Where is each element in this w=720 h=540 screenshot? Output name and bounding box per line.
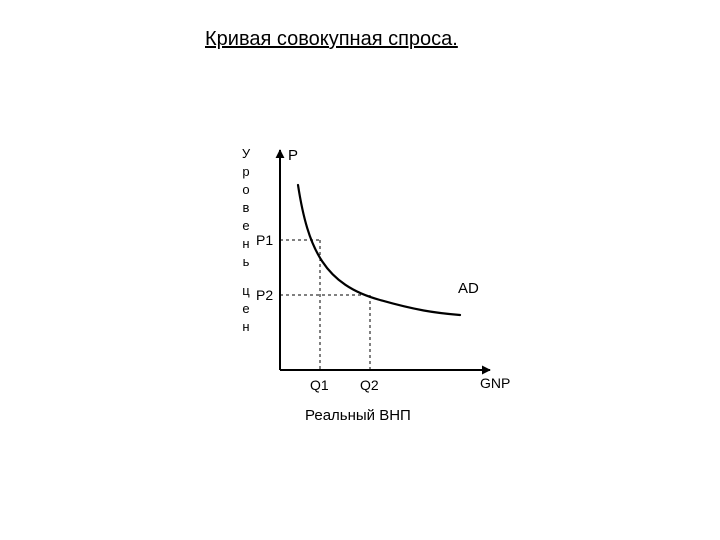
x-axis-title: Реальный ВНП bbox=[305, 407, 411, 424]
y-axis-title-char: е bbox=[242, 218, 249, 233]
curve-label-ad: AD bbox=[458, 280, 479, 297]
y-axis-title-char: У bbox=[242, 146, 251, 161]
x-axis-letter: GNP bbox=[480, 375, 510, 391]
label-q2: Q2 bbox=[360, 377, 379, 393]
y-axis-title-char: в bbox=[243, 200, 250, 215]
y-axis-letter: P bbox=[288, 147, 298, 164]
label-p2: P2 bbox=[256, 287, 273, 303]
y-axis-title-char: н bbox=[242, 236, 249, 251]
y-axis-title-char: е bbox=[242, 301, 249, 316]
chart-svg: PGNPP1P2Q1Q2ADРеальный ВНПУровеньцен bbox=[180, 130, 540, 450]
y-axis-title-char: р bbox=[242, 164, 249, 179]
ad-curve-chart: PGNPP1P2Q1Q2ADРеальный ВНПУровеньцен bbox=[180, 130, 540, 450]
y-axis-title-char: ь bbox=[243, 254, 250, 269]
label-p1: P1 bbox=[256, 232, 273, 248]
label-q1: Q1 bbox=[310, 377, 329, 393]
y-axis-title-char: н bbox=[242, 319, 249, 334]
page-title: Кривая совокупная спроса. bbox=[205, 28, 458, 51]
y-axis-title-char: о bbox=[242, 182, 249, 197]
y-axis-title-char: ц bbox=[242, 283, 250, 298]
